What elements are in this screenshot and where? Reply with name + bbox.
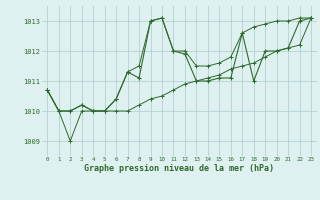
- X-axis label: Graphe pression niveau de la mer (hPa): Graphe pression niveau de la mer (hPa): [84, 164, 274, 173]
